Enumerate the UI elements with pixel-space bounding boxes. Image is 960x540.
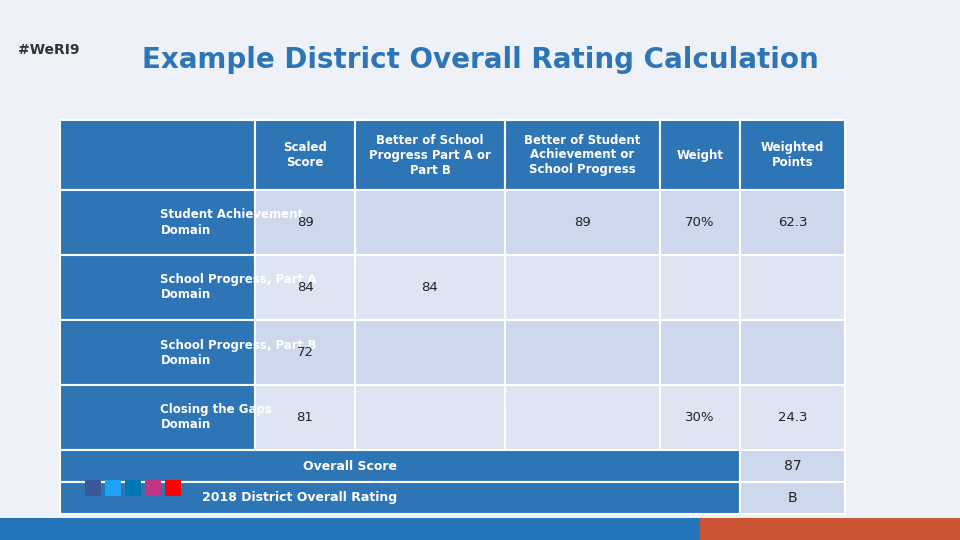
Text: 62.3: 62.3: [778, 216, 807, 229]
Bar: [165, 480, 181, 496]
Text: Example District Overall Rating Calculation: Example District Overall Rating Calculat…: [142, 46, 818, 74]
Bar: [60, 320, 255, 385]
Text: 84: 84: [421, 281, 439, 294]
Text: 70%: 70%: [685, 216, 715, 229]
Text: Overall Score: Overall Score: [303, 460, 397, 472]
Bar: [660, 320, 740, 385]
Text: Better of School
Progress Part A or
Part B: Better of School Progress Part A or Part…: [369, 133, 491, 177]
Bar: [255, 320, 355, 385]
Bar: [505, 120, 660, 190]
Text: 81: 81: [297, 411, 313, 424]
Bar: [740, 482, 845, 514]
Text: Closing the Gaps
Domain: Closing the Gaps Domain: [160, 403, 273, 431]
Bar: [355, 120, 505, 190]
Bar: [740, 190, 845, 255]
Bar: [60, 255, 255, 320]
Bar: [105, 480, 121, 496]
Bar: [355, 190, 505, 255]
Text: Weighted
Points: Weighted Points: [761, 141, 825, 169]
Bar: [85, 480, 101, 496]
Bar: [660, 385, 740, 450]
Bar: [255, 255, 355, 320]
Bar: [355, 255, 505, 320]
Bar: [660, 190, 740, 255]
Text: 89: 89: [297, 216, 313, 229]
Bar: [505, 190, 660, 255]
Bar: [355, 385, 505, 450]
Text: 30%: 30%: [685, 411, 715, 424]
Text: Student Achievement
Domain: Student Achievement Domain: [160, 208, 303, 237]
Text: 89: 89: [574, 216, 590, 229]
Bar: [125, 480, 141, 496]
Bar: [60, 120, 255, 190]
Bar: [740, 120, 845, 190]
Bar: [255, 120, 355, 190]
Bar: [145, 480, 161, 496]
Text: Scaled
Score: Scaled Score: [283, 141, 327, 169]
Text: School Progress, Part A
Domain: School Progress, Part A Domain: [160, 273, 317, 301]
Bar: [255, 190, 355, 255]
Bar: [60, 385, 255, 450]
Bar: [740, 450, 845, 482]
Text: 2018 District Overall Rating: 2018 District Overall Rating: [202, 491, 397, 504]
Bar: [700, 518, 960, 540]
Bar: [255, 385, 355, 450]
Bar: [355, 320, 505, 385]
Text: #WeRI9: #WeRI9: [18, 43, 80, 57]
Text: 84: 84: [297, 281, 313, 294]
Bar: [740, 320, 845, 385]
Bar: [60, 482, 740, 514]
Bar: [660, 120, 740, 190]
Bar: [0, 518, 960, 540]
Bar: [505, 255, 660, 320]
Bar: [505, 385, 660, 450]
Text: 87: 87: [783, 459, 802, 473]
Bar: [660, 255, 740, 320]
Bar: [60, 190, 255, 255]
Text: School Progress, Part B
Domain: School Progress, Part B Domain: [160, 339, 317, 367]
Bar: [740, 255, 845, 320]
Text: Weight: Weight: [677, 148, 724, 161]
Text: B: B: [788, 491, 798, 505]
Text: 72: 72: [297, 346, 314, 359]
Text: 24.3: 24.3: [778, 411, 807, 424]
Text: Better of Student
Achievement or
School Progress: Better of Student Achievement or School …: [524, 133, 640, 177]
Bar: [740, 385, 845, 450]
Bar: [60, 450, 740, 482]
Bar: [505, 320, 660, 385]
